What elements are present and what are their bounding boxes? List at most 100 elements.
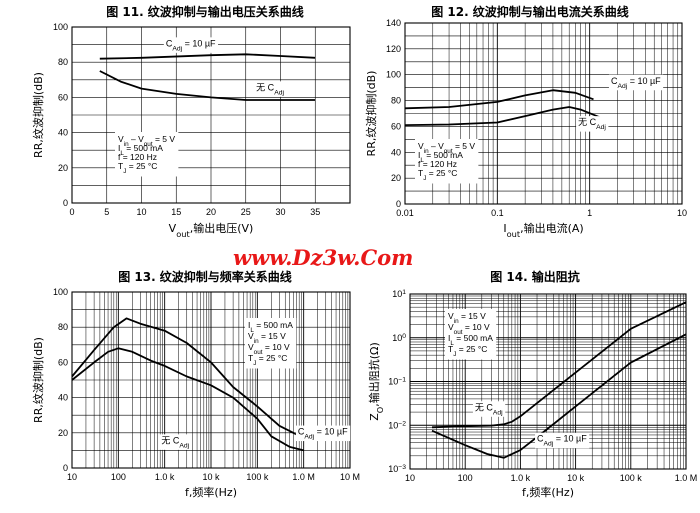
condition-line: Vin – Vout = 5 V bbox=[418, 141, 475, 155]
y-tick-label: 20 bbox=[391, 173, 401, 183]
ripple-vs-vout-chart: 图 11. 纹波抑制与输出电压关系曲线 0 5 10 15 20 25 30 35 0 20 40 60… bbox=[31, 4, 351, 239]
test-conditions: Vin – Vout = 5 VIL = 500 mAf = 120 HzTJ … bbox=[118, 134, 175, 175]
x-tick-label: 25 bbox=[241, 207, 251, 217]
curve-label-background bbox=[159, 434, 192, 450]
y-tick-label: 20 bbox=[58, 163, 68, 173]
y-tick-label: 0 bbox=[63, 463, 68, 473]
condition-line: Vin = 15 V bbox=[448, 311, 486, 325]
y-tick-label: 100 bbox=[53, 22, 68, 32]
test-conditions: Vin – Vout = 5 VIL = 500 mAf = 120 HzTJ … bbox=[418, 141, 475, 182]
chart-title: 图 13. 纹波抑制与频率关系曲线 bbox=[118, 269, 292, 284]
condition-line: IL = 500 mA bbox=[248, 320, 293, 334]
x-tick-label: 15 bbox=[171, 207, 181, 217]
condition-line: TJ = 25 °C bbox=[248, 353, 287, 367]
curve-label-background bbox=[254, 81, 287, 97]
x-tick-label: 35 bbox=[310, 207, 320, 217]
x-axis-label: f,频率(Hz) bbox=[185, 485, 237, 499]
x-tick-label: 10 k bbox=[567, 473, 585, 483]
x-tick-label: 1.0 k bbox=[511, 473, 531, 483]
y-tick-label: 100 bbox=[53, 287, 68, 297]
x-tick-label: 10 bbox=[136, 207, 146, 217]
x-tick-label: 1.0 M bbox=[675, 473, 698, 483]
watermark-text: www.Dz3w.Com bbox=[233, 245, 413, 270]
x-tick-label: 10 bbox=[67, 472, 77, 482]
x-tick-label: 100 k bbox=[246, 472, 269, 482]
x-tick-label: 100 k bbox=[620, 473, 643, 483]
y-tick-label: 0 bbox=[63, 198, 68, 208]
y-tick-label: 100 bbox=[386, 70, 401, 80]
curve-label: 无 CAdj bbox=[475, 402, 503, 416]
condition-line: Vout = 10 V bbox=[248, 342, 290, 356]
y-tick-label: 10−2 bbox=[388, 420, 406, 431]
curve-label: CAdj = 10 µF bbox=[611, 76, 661, 90]
y-tick-label: 101 bbox=[392, 289, 406, 300]
curve-label-background bbox=[576, 116, 609, 132]
grid bbox=[72, 27, 350, 203]
x-axis-label: Iout,输出电流(A) bbox=[503, 221, 583, 239]
x-axis-label: f,频率(Hz) bbox=[522, 485, 574, 499]
x-tick-label: 0 bbox=[69, 207, 74, 217]
curve-label: 无 CAdj bbox=[161, 435, 189, 449]
x-tick-label: 0.1 bbox=[491, 208, 504, 218]
x-axis-label: Vout,输出电压(V) bbox=[169, 221, 254, 239]
chart-title: 图 11. 纹波抑制与输出电压关系曲线 bbox=[106, 4, 304, 19]
chart-title: 图 14. 输出阻抗 bbox=[490, 269, 580, 284]
curve-label-background bbox=[295, 425, 351, 442]
curve-label: 无 CAdj bbox=[256, 82, 284, 96]
x-tick-label: 5 bbox=[104, 207, 109, 217]
x-tick-label: 30 bbox=[275, 207, 285, 217]
y-tick-label: 140 bbox=[386, 18, 401, 28]
y-tick-label: 40 bbox=[58, 393, 68, 403]
y-tick-label: 100 bbox=[392, 332, 406, 343]
grid bbox=[72, 292, 350, 468]
y-tick-label: 80 bbox=[58, 322, 68, 332]
curve-label: CAdj = 10 µF bbox=[166, 38, 216, 52]
series-line-2 bbox=[431, 333, 687, 459]
x-tick-label: 100 bbox=[458, 473, 473, 483]
chart-title: 图 12. 纹波抑制与输出电流关系曲线 bbox=[431, 4, 629, 19]
curve-label-background bbox=[535, 432, 590, 449]
x-tick-label: 1.0 k bbox=[155, 472, 175, 482]
x-tick-label: 10 bbox=[677, 208, 687, 218]
condition-line: IL = 500 mA bbox=[118, 143, 163, 157]
condition-line: Vin = 15 V bbox=[248, 331, 286, 345]
grid bbox=[405, 23, 682, 204]
plot-frame bbox=[404, 22, 683, 205]
conditions-background bbox=[415, 139, 479, 184]
conditions-background bbox=[445, 309, 497, 360]
condition-line: TJ = 25 °C bbox=[448, 344, 487, 358]
grid bbox=[410, 294, 686, 469]
condition-line: TJ = 25 °C bbox=[418, 168, 457, 182]
y-tick-label: 60 bbox=[391, 121, 401, 131]
curve-label: CAdj = 10 µF bbox=[537, 434, 587, 448]
series-line-1 bbox=[404, 89, 594, 110]
y-tick-label: 60 bbox=[58, 357, 68, 367]
x-tick-label: 20 bbox=[206, 207, 216, 217]
y-tick-label: 10−1 bbox=[388, 376, 406, 387]
curve-label-background bbox=[472, 401, 506, 417]
y-tick-label: 80 bbox=[58, 57, 68, 67]
condition-line: TJ = 25 °C bbox=[118, 161, 157, 175]
conditions-background bbox=[245, 318, 297, 369]
conditions-background bbox=[115, 132, 179, 177]
x-tick-label: 0.01 bbox=[396, 208, 414, 218]
y-axis-label: RR,纹波抑制(dB) bbox=[364, 71, 378, 157]
y-tick-label: 80 bbox=[391, 96, 401, 106]
ripple-vs-freq-chart: 图 13. 纹波抑制与频率关系曲线 10 100 1.0 k 10 k 100 k 1.0 … bbox=[31, 269, 360, 499]
x-tick-label: 10 bbox=[405, 473, 415, 483]
plot-frame bbox=[409, 293, 687, 470]
condition-line: Vout = 10 V bbox=[448, 322, 490, 336]
y-tick-label: 40 bbox=[58, 128, 68, 138]
y-axis-label: ZO,输出阻抗(Ω) bbox=[367, 342, 385, 421]
condition-line: f = 120 Hz bbox=[418, 159, 457, 169]
series-line-2 bbox=[71, 347, 304, 452]
curve-label: 无 CAdj bbox=[578, 117, 606, 131]
y-tick-label: 20 bbox=[58, 428, 68, 438]
x-tick-label: 10 k bbox=[202, 472, 220, 482]
curve-label-background bbox=[608, 74, 664, 91]
x-tick-label: 100 bbox=[111, 472, 126, 482]
y-tick-label: 120 bbox=[386, 44, 401, 54]
